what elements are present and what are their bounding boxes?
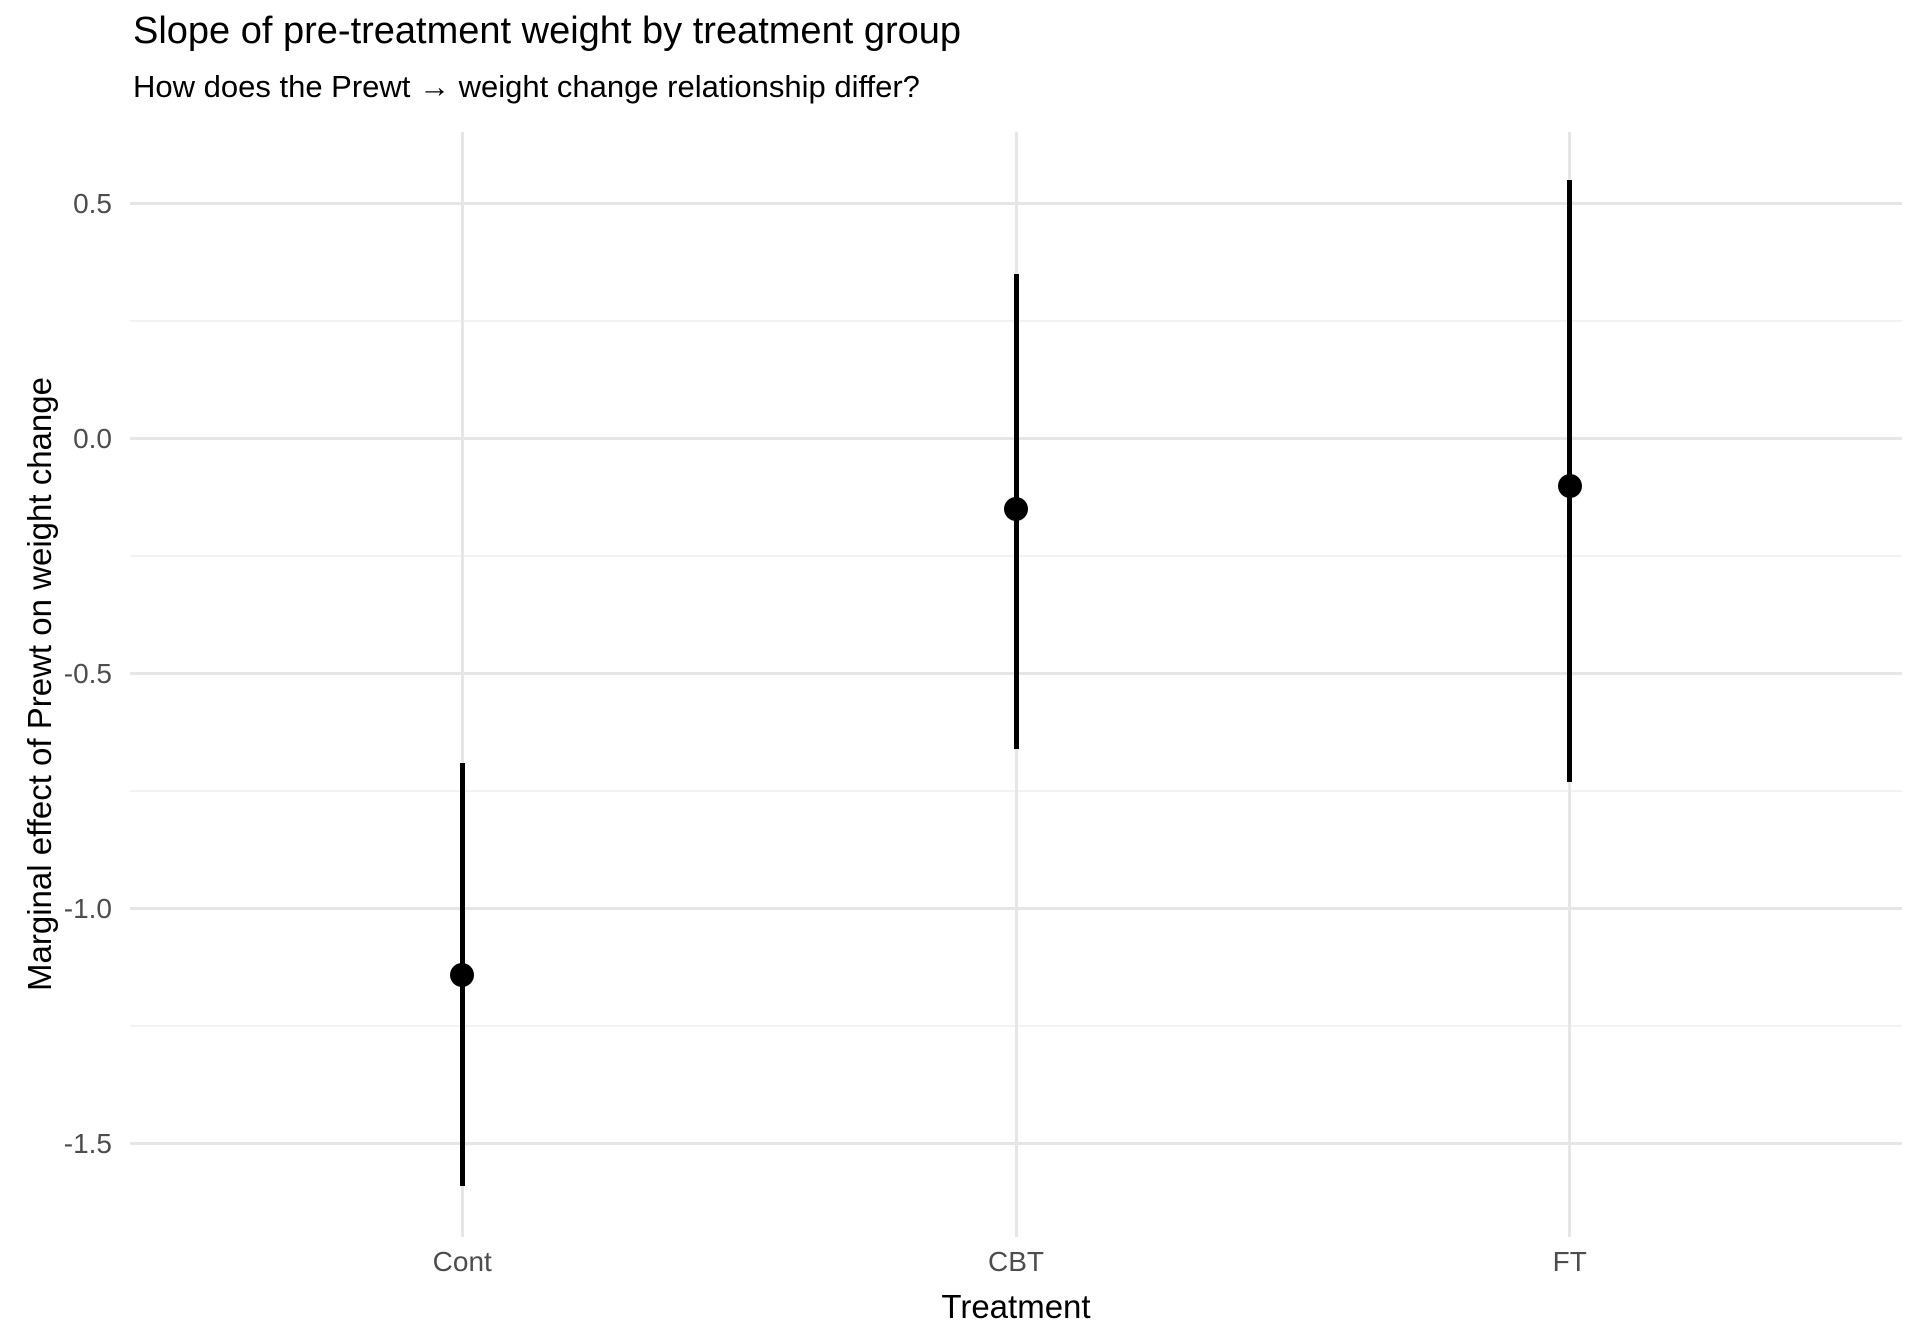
chart-title: Slope of pre-treatment weight by treatme… [133,10,962,52]
x-tick-label: Cont [432,1246,492,1277]
chart-subtitle: How does the Prewt → weight change relat… [133,69,920,104]
x-tick-label: CBT [988,1246,1044,1277]
x-tick-label: FT [1552,1246,1587,1277]
y-tick-label: -1.0 [63,892,112,924]
estimate-point [1557,473,1582,498]
gridline-x-major [460,132,464,1237]
plot-panel [130,132,1902,1237]
estimate-point [450,962,475,987]
y-tick-label: 0.0 [73,422,112,454]
estimate-point [1004,497,1028,522]
y-tick-label: -1.5 [63,1127,112,1159]
y-tick-label: -0.5 [63,657,112,689]
x-axis-title: Treatment [941,1288,1091,1325]
y-tick-label: 0.5 [73,187,112,219]
